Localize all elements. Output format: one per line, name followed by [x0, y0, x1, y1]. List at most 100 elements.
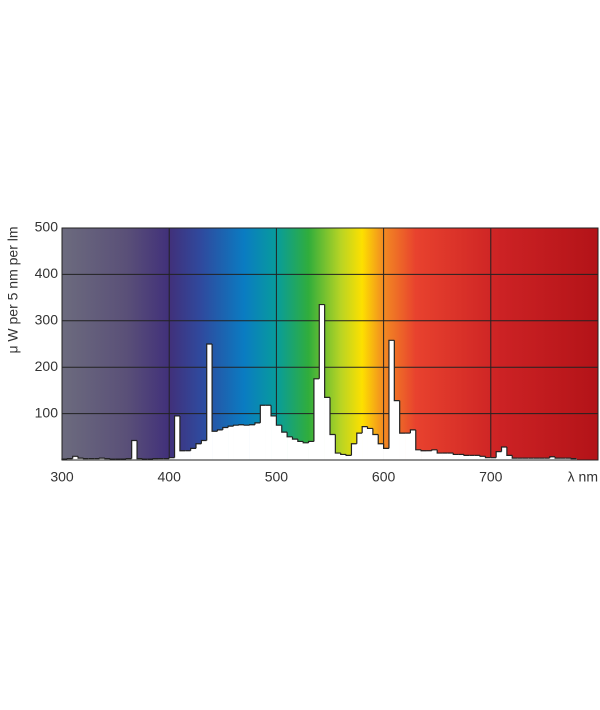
bar	[169, 457, 175, 460]
bar	[442, 453, 449, 460]
bar-outline	[179, 415, 186, 452]
bar	[137, 458, 143, 460]
bar	[555, 458, 561, 460]
bar	[174, 415, 181, 460]
bar	[522, 458, 529, 460]
bar	[185, 450, 191, 460]
bar	[453, 454, 459, 460]
bar	[260, 405, 266, 460]
bar-outline	[131, 439, 138, 459]
bar	[330, 434, 336, 460]
bar-outline	[324, 304, 330, 398]
bar	[153, 458, 159, 460]
x-tick-label: 600	[372, 469, 396, 485]
bar	[67, 458, 74, 460]
bar-outline	[302, 441, 309, 444]
bar-outline	[431, 449, 438, 451]
bar-outline	[281, 425, 288, 433]
bar	[431, 449, 438, 460]
bar-outline	[270, 405, 277, 417]
bar-outline	[479, 455, 486, 457]
bar-outline	[211, 344, 218, 432]
bar-outline	[216, 429, 223, 432]
bar-outline	[345, 454, 352, 456]
bar	[324, 397, 331, 460]
bar	[319, 304, 325, 460]
bar	[287, 436, 293, 460]
bar-outline	[259, 404, 266, 423]
bar	[405, 433, 411, 460]
bar-outline	[409, 429, 416, 434]
bar-outline	[361, 425, 368, 434]
bar-outline	[195, 443, 202, 449]
bar	[297, 441, 304, 460]
bar	[72, 456, 79, 460]
grid	[61, 227, 598, 460]
bar-outline	[206, 343, 213, 441]
bar	[528, 458, 534, 460]
bar	[399, 433, 406, 460]
bar	[99, 458, 106, 460]
bar	[496, 451, 502, 460]
x-axis-label: λ nm	[568, 469, 598, 485]
y-tick-label: 200	[35, 358, 59, 374]
bar	[217, 429, 224, 460]
bar	[88, 458, 95, 460]
bar	[249, 424, 256, 460]
bar	[458, 454, 465, 460]
bar-outline	[297, 439, 304, 443]
bar	[346, 455, 352, 460]
bar	[313, 378, 320, 460]
bar	[201, 440, 208, 460]
bar	[238, 424, 245, 460]
bar-outline	[383, 443, 389, 449]
x-tick-label: 400	[158, 469, 182, 485]
bar	[126, 458, 132, 460]
bar-outline	[388, 339, 395, 449]
bar	[228, 426, 234, 460]
bar	[544, 458, 551, 460]
bar	[565, 458, 572, 460]
x-tick-label: 700	[479, 469, 503, 485]
bar-outline	[549, 456, 556, 459]
x-tick-label: 300	[50, 469, 74, 485]
bar	[131, 440, 138, 460]
bar	[490, 457, 497, 460]
bar	[335, 453, 342, 460]
bar-outline	[356, 432, 363, 444]
bar	[356, 433, 363, 460]
bar	[426, 450, 433, 460]
bar	[254, 422, 261, 460]
bar	[388, 340, 395, 460]
bar	[265, 405, 272, 460]
bar	[271, 415, 277, 460]
bar	[190, 448, 197, 460]
bar	[512, 458, 518, 460]
bar-outline	[77, 456, 84, 459]
bar-outline	[340, 453, 347, 456]
bar-outline	[275, 415, 282, 426]
bar-outline	[377, 434, 384, 445]
bar-outline	[500, 446, 507, 452]
bar	[480, 456, 486, 460]
bar	[244, 425, 250, 460]
bar-outline	[307, 440, 314, 443]
bar-outline	[415, 429, 422, 451]
bar	[340, 454, 347, 460]
bar	[410, 429, 417, 460]
bar	[104, 458, 111, 460]
bar	[281, 432, 288, 460]
bar	[533, 458, 540, 460]
bar-outline	[506, 447, 513, 456]
bar-outline	[168, 457, 175, 459]
bar	[308, 441, 315, 460]
bar-outline	[350, 443, 357, 456]
spectrum	[61, 303, 577, 460]
bar-outline	[318, 303, 325, 379]
bar-outline	[452, 453, 459, 456]
bar	[196, 443, 202, 460]
bar-outline	[511, 455, 518, 459]
bar	[415, 449, 422, 460]
bar	[303, 442, 309, 460]
bar-outline	[554, 456, 561, 459]
